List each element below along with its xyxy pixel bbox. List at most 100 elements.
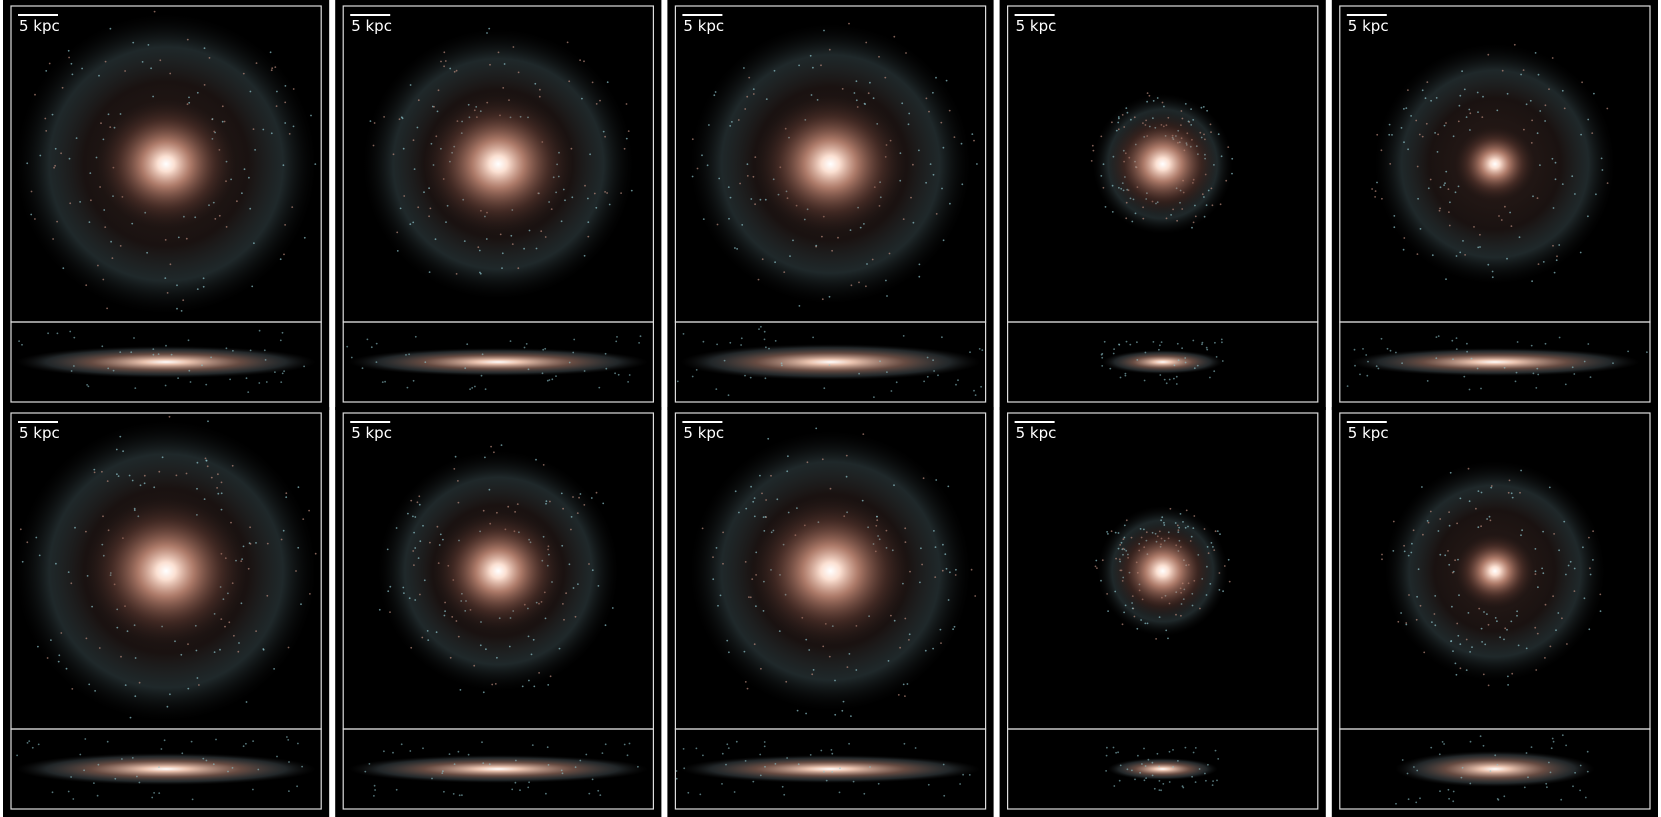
star-particle bbox=[204, 457, 207, 460]
star-particle bbox=[1516, 610, 1518, 613]
star-particle bbox=[591, 81, 594, 84]
star-particle bbox=[1201, 341, 1204, 344]
star-particle bbox=[1109, 367, 1112, 370]
star-particle bbox=[109, 27, 112, 30]
star-particle bbox=[1172, 749, 1174, 751]
star-particle bbox=[205, 459, 208, 462]
star-particle bbox=[1407, 798, 1410, 801]
star-particle bbox=[1542, 261, 1545, 263]
galaxy-core bbox=[1454, 127, 1535, 201]
star-particle bbox=[1101, 559, 1104, 562]
star-particle bbox=[953, 625, 956, 628]
star-particle bbox=[1477, 111, 1479, 113]
star-particle bbox=[251, 285, 254, 288]
star-particle bbox=[695, 369, 698, 371]
star-particle bbox=[374, 789, 376, 791]
star-particle bbox=[1422, 533, 1424, 536]
star-particle bbox=[1456, 622, 1459, 625]
star-particle bbox=[441, 772, 444, 774]
star-particle bbox=[436, 110, 439, 113]
star-particle bbox=[1113, 785, 1116, 787]
star-particle bbox=[410, 499, 413, 502]
star-particle bbox=[1466, 350, 1468, 353]
star-particle bbox=[538, 95, 541, 98]
star-particle bbox=[873, 396, 875, 398]
star-particle bbox=[403, 592, 405, 594]
star-particle bbox=[392, 751, 394, 754]
star-particle bbox=[134, 387, 137, 389]
star-particle bbox=[521, 685, 524, 688]
star-particle bbox=[744, 374, 746, 377]
star-particle bbox=[564, 199, 566, 202]
star-particle bbox=[1584, 796, 1587, 799]
star-particle bbox=[134, 695, 137, 698]
star-particle bbox=[274, 66, 277, 68]
star-particle bbox=[517, 71, 520, 74]
star-particle bbox=[282, 164, 285, 167]
star-particle bbox=[1466, 342, 1468, 345]
star-particle bbox=[701, 154, 703, 157]
star-particle bbox=[1418, 133, 1421, 136]
star-particle bbox=[926, 356, 929, 359]
star-particle bbox=[1438, 209, 1441, 212]
star-particle bbox=[1534, 52, 1537, 54]
star-particle bbox=[922, 477, 925, 480]
star-particle bbox=[1415, 618, 1418, 621]
star-particle bbox=[402, 147, 405, 150]
star-particle bbox=[974, 595, 977, 597]
star-particle bbox=[68, 56, 70, 59]
star-particle bbox=[1574, 193, 1576, 195]
star-particle bbox=[252, 788, 254, 791]
star-particle bbox=[1450, 640, 1452, 643]
star-particle bbox=[1113, 348, 1115, 350]
star-particle bbox=[980, 385, 982, 388]
star-particle bbox=[1415, 119, 1418, 122]
star-particle bbox=[1115, 129, 1118, 132]
star-particle bbox=[1482, 673, 1485, 676]
star-particle bbox=[1426, 81, 1429, 83]
star-particle bbox=[413, 531, 415, 534]
star-particle bbox=[1124, 604, 1127, 607]
star-particle bbox=[908, 639, 910, 641]
star-particle bbox=[1534, 570, 1537, 573]
star-particle bbox=[292, 88, 295, 90]
scale-label: 5 kpc bbox=[1348, 17, 1389, 35]
star-particle bbox=[1506, 257, 1508, 260]
star-particle bbox=[608, 203, 611, 206]
star-particle bbox=[1144, 622, 1147, 625]
star-particle bbox=[920, 547, 922, 550]
star-particle bbox=[303, 236, 306, 239]
star-particle bbox=[1123, 536, 1126, 539]
star-particle bbox=[1102, 186, 1105, 189]
star-particle bbox=[599, 99, 601, 102]
star-particle bbox=[1119, 544, 1122, 546]
star-particle bbox=[131, 757, 134, 759]
star-particle bbox=[1529, 99, 1532, 102]
star-particle bbox=[1477, 490, 1480, 492]
star-particle bbox=[593, 192, 596, 195]
star-particle bbox=[1205, 779, 1207, 782]
star-particle bbox=[423, 579, 426, 582]
star-particle bbox=[26, 541, 29, 544]
star-particle bbox=[119, 351, 122, 353]
star-particle bbox=[58, 654, 61, 657]
star-particle bbox=[1194, 215, 1197, 218]
star-particle bbox=[1544, 104, 1547, 107]
star-particle bbox=[249, 349, 252, 352]
scale-label: 5 kpc bbox=[1016, 17, 1057, 35]
star-particle bbox=[285, 492, 288, 495]
star-particle bbox=[457, 750, 460, 753]
star-particle bbox=[701, 527, 704, 530]
star-particle bbox=[949, 202, 951, 205]
star-particle bbox=[627, 130, 630, 133]
star-particle bbox=[1561, 617, 1563, 620]
star-particle bbox=[1561, 734, 1564, 737]
star-particle bbox=[719, 594, 722, 597]
star-particle bbox=[519, 789, 521, 792]
star-particle bbox=[1457, 185, 1460, 188]
star-particle bbox=[1488, 515, 1491, 518]
star-particle bbox=[1556, 255, 1558, 258]
star-particle bbox=[37, 743, 40, 746]
star-particle bbox=[115, 448, 118, 451]
star-particle bbox=[91, 605, 93, 608]
